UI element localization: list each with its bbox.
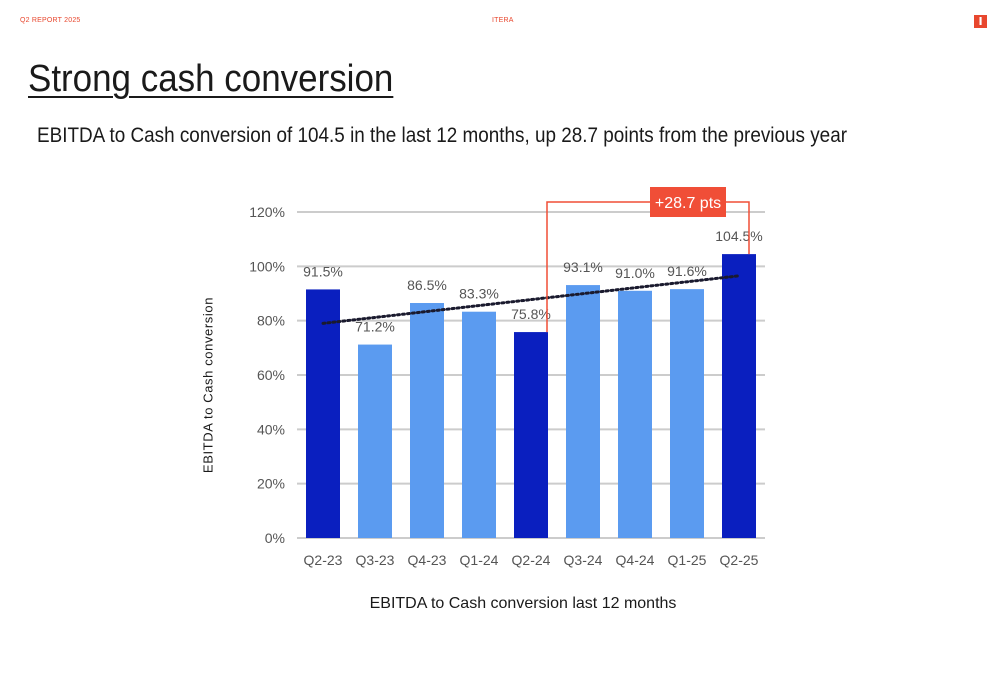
y-axis-title: EBITDA to Cash conversion [200, 296, 216, 474]
bar-q2-23 [306, 289, 340, 538]
brand-name: ITERA [492, 17, 514, 24]
page-title: Strong cash conversion [28, 58, 394, 100]
data-label: 91.5% [303, 263, 343, 279]
chart-container: 0% 20% 40% 60% 80% 100% 120% Q2-23 91.5% Q3-23 71… [200, 170, 800, 620]
bar-q2-24 [514, 332, 548, 538]
bar-q1-24 [462, 311, 496, 538]
y-tick-label: 60% [257, 367, 285, 383]
bar-layer [306, 254, 756, 538]
trend-line [321, 274, 741, 325]
x-axis-title: EBITDA to Cash conversion last 12 months [369, 595, 677, 612]
x-tick-label: Q2-25 [720, 552, 759, 568]
x-tick-label: Q4-23 [408, 552, 447, 568]
bar-q3-23 [358, 344, 392, 538]
y-tick-label: 20% [257, 476, 285, 492]
bar-q4-24 [618, 290, 652, 538]
page-subtitle: EBITDA to Cash conversion of 104.5 in th… [37, 124, 847, 147]
y-tick-label: 100% [249, 258, 285, 274]
x-tick-label: Q2-24 [512, 552, 551, 568]
bar-q2-25 [722, 254, 756, 538]
x-tick-label: Q1-24 [460, 552, 499, 568]
x-tick-label: Q3-23 [356, 552, 395, 568]
data-label: 93.1% [563, 259, 603, 275]
annotation-box [650, 187, 726, 217]
annotation-bracket-left [546, 201, 650, 333]
label-layer: Q2-23 91.5% Q3-23 71.2% Q4-23 86.5% Q1-24 83.3%… [303, 228, 763, 568]
itera-logo-icon: I [974, 15, 987, 28]
trend-layer [321, 274, 741, 325]
y-tick-label: 0% [265, 530, 285, 546]
annotation-layer: +28.7 pts [546, 187, 750, 333]
bar-chart: 0% 20% 40% 60% 80% 100% 120% Q2-23 91.5% Q3-23 71… [249, 187, 765, 568]
y-tick-label: 40% [257, 421, 285, 437]
data-label: 75.8% [511, 306, 551, 322]
x-tick-label: Q3-24 [564, 552, 603, 568]
bar-q1-25 [670, 289, 704, 538]
data-label: 104.5% [715, 228, 762, 244]
data-label: 83.3% [459, 286, 499, 302]
x-tick-label: Q4-24 [616, 552, 655, 568]
bar-q4-23 [410, 303, 444, 538]
data-label: 86.5% [407, 277, 447, 293]
data-label: 71.2% [355, 319, 395, 335]
bar-q3-24 [566, 285, 600, 538]
x-tick-label: Q1-25 [668, 552, 707, 568]
x-tick-label: Q2-23 [304, 552, 343, 568]
y-tick-label: 120% [249, 204, 285, 220]
y-tick-label: 80% [257, 313, 285, 329]
annotation-bracket-right [726, 201, 750, 255]
annotation-label: +28.7 pts [655, 195, 721, 212]
data-label: 91.6% [667, 263, 707, 279]
report-label: Q2 REPORT 2025 [20, 17, 81, 24]
data-label: 91.0% [615, 265, 655, 281]
